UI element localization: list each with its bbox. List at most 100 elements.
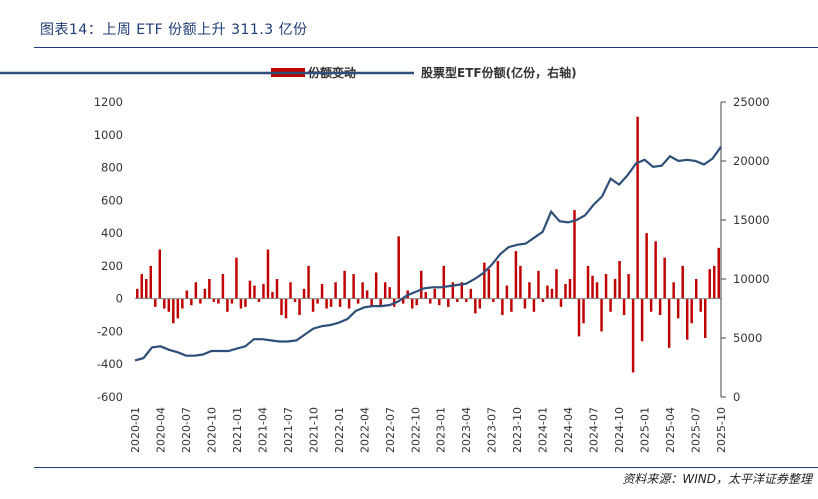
bar-mark xyxy=(582,298,585,324)
bar-mark xyxy=(460,282,464,299)
bar-mark xyxy=(645,233,648,299)
x-tick-label: 2020-10 xyxy=(205,407,218,453)
bar-mark xyxy=(334,282,337,299)
bar-mark xyxy=(365,290,369,299)
bar-mark xyxy=(257,298,261,302)
bar-mark xyxy=(514,251,518,299)
x-tick-label: 2022-04 xyxy=(358,407,371,453)
header-rule xyxy=(34,47,818,48)
bar-mark xyxy=(172,298,175,324)
bar-mark xyxy=(325,298,328,309)
bar-mark xyxy=(712,265,716,299)
bar-mark xyxy=(694,279,698,299)
bar-mark xyxy=(469,288,473,299)
bar-mark xyxy=(293,298,297,302)
x-tick-label: 2023-04 xyxy=(460,407,473,453)
bar-mark xyxy=(631,298,635,373)
bar-mark xyxy=(370,298,373,307)
bar-mark xyxy=(649,298,653,312)
bar-mark xyxy=(505,285,509,299)
bar-mark xyxy=(320,283,324,299)
bar-mark xyxy=(658,298,662,316)
bar-mark xyxy=(397,236,400,299)
bar-mark xyxy=(595,282,599,299)
bar-mark xyxy=(622,298,626,316)
bar-mark xyxy=(248,280,252,299)
y-axis-right: 25000 20000 15000 10000 5000 0 xyxy=(721,95,770,404)
bar-mark xyxy=(158,249,162,299)
bar-mark xyxy=(465,298,468,302)
x-tick-label: 2021-10 xyxy=(307,407,320,453)
bar-mark xyxy=(140,274,144,299)
bar-mark xyxy=(519,265,522,299)
bar-mark xyxy=(577,298,581,337)
bar-mark xyxy=(492,298,495,302)
bar-mark xyxy=(438,298,441,306)
chart-svg: 份额变动 股票型ETF份额(亿份，右轴) 1200 1000 800 600 400 20… xyxy=(0,65,770,453)
x-tick-label: 2020-04 xyxy=(154,407,167,453)
bar-mark xyxy=(307,265,310,299)
x-tick-label: 2022-01 xyxy=(333,407,346,453)
bar-mark xyxy=(244,298,247,307)
y-right-tick-label: 5000 xyxy=(733,331,762,345)
bar-mark xyxy=(708,269,711,299)
y-left-tick-label: 1000 xyxy=(94,128,123,142)
bar-mark xyxy=(456,298,459,302)
bar-mark xyxy=(478,298,482,309)
bar-mark xyxy=(203,288,207,299)
bar-mark xyxy=(618,260,621,299)
bar-mark xyxy=(410,298,414,309)
x-tick-label: 2020-07 xyxy=(180,407,193,453)
bar-mark xyxy=(586,265,590,299)
bar-mark xyxy=(316,298,319,304)
bar-mark xyxy=(208,279,211,299)
bar-mark xyxy=(253,285,256,299)
bar-mark xyxy=(388,287,391,299)
y-left-tick-label: 400 xyxy=(101,226,123,240)
bar-mark xyxy=(338,298,342,307)
bar-mark xyxy=(149,265,153,299)
bar-mark xyxy=(176,298,180,319)
bar-mark xyxy=(185,290,189,299)
x-tick-label: 2021-07 xyxy=(282,407,295,453)
bar-mark xyxy=(546,285,549,299)
x-tick-label: 2023-07 xyxy=(486,407,499,453)
bar-mark xyxy=(537,270,540,299)
x-tick-label: 2024-10 xyxy=(613,407,626,453)
bar-mark xyxy=(401,298,405,304)
bar-mark xyxy=(528,282,531,299)
bar-mark xyxy=(266,249,270,299)
bar-mark xyxy=(667,298,671,348)
bar-mark xyxy=(419,270,423,299)
bar-mark xyxy=(663,257,666,299)
y-left-tick-label: -600 xyxy=(97,390,123,404)
bar-mark xyxy=(523,298,527,309)
bar-mark xyxy=(474,298,477,314)
x-tick-label: 2023-01 xyxy=(435,407,448,453)
bar-mark xyxy=(329,298,333,307)
y-right-tick-label: 0 xyxy=(733,390,740,404)
bar-mark xyxy=(194,282,198,299)
bar-mark xyxy=(280,298,283,316)
x-tick-label: 2020-01 xyxy=(129,407,142,453)
y-right-tick-label: 10000 xyxy=(733,272,770,286)
bar-mark xyxy=(568,279,572,299)
bar-mark xyxy=(271,292,274,299)
bar-mark xyxy=(654,241,657,299)
bar-mark xyxy=(212,298,216,302)
bar-mark xyxy=(600,298,603,332)
y-axis-left: 1200 1000 800 600 400 200 0 -200 -400 -600 xyxy=(94,95,123,404)
bar-mark xyxy=(676,298,680,319)
bar-mark xyxy=(343,270,346,299)
x-tick-label: 2021-04 xyxy=(256,407,269,453)
bar-mark xyxy=(672,282,675,299)
bar-mark xyxy=(163,298,166,309)
bar-mark xyxy=(690,298,693,324)
y-left-tick-label: 200 xyxy=(101,259,123,273)
bar-mark xyxy=(613,279,617,299)
y-right-tick-label: 25000 xyxy=(733,95,770,109)
bar-mark xyxy=(374,272,378,299)
y-left-tick-label: 1200 xyxy=(94,95,123,109)
bar-mark xyxy=(451,282,455,299)
x-tick-label: 2025-04 xyxy=(664,407,677,453)
